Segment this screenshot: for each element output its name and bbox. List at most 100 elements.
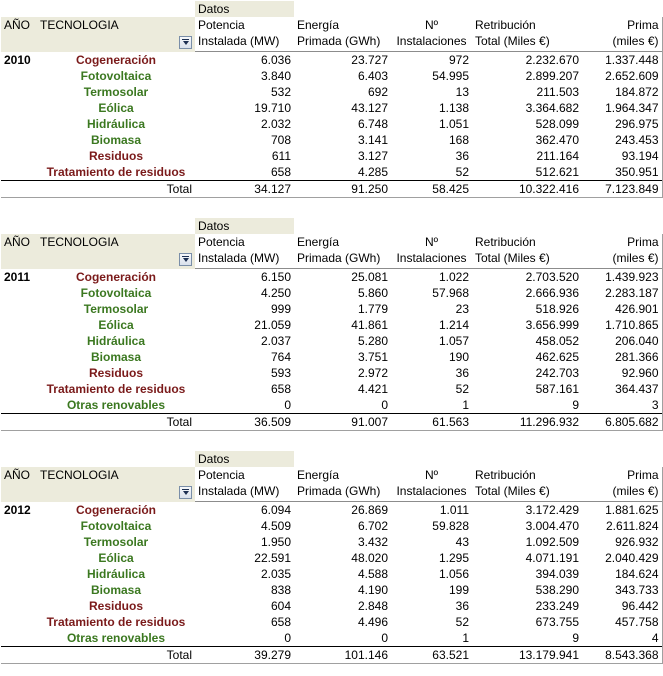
table-row: Fotovoltaica 4.250 5.860 57.968 2.666.936 2.2… [1, 285, 663, 301]
total-row: Total 34.127 91.250 58.425 10.322.416 7.123.8… [1, 180, 663, 198]
prima-cell: 96.442 [582, 598, 663, 614]
retribucion-cell: 3.172.429 [472, 501, 582, 518]
energia-header: Energía Primada (GWh) [294, 467, 391, 502]
instalaciones-cell: 59.828 [432, 519, 469, 533]
energia-cell: 6.748 [357, 117, 388, 131]
prima-cell: 926.932 [582, 534, 663, 550]
retribucion-cell: 362.470 [535, 133, 579, 147]
datos-field-button[interactable]: Datos [195, 451, 294, 467]
filter-bar-mark [182, 488, 189, 490]
potencia-header-line: Potencia [198, 468, 245, 482]
potencia-header-line: Instalada (MW) [198, 34, 280, 48]
tecnologia-cell: Otras renovables [66, 398, 166, 412]
table-row: Biomasa 708 3.141 168 362.470 243.453 [1, 132, 663, 148]
prima-cell: 1.881.625 [582, 501, 663, 518]
prima-cell: 1.439.923 [582, 268, 663, 285]
potencia-cell: 658 [270, 382, 291, 396]
prima-cell: 243.453 [582, 132, 663, 148]
instalaciones-cell: 52 [455, 615, 469, 629]
dropdown-filter-icon[interactable] [179, 252, 192, 266]
energia-cell: 41.861 [351, 318, 388, 332]
total-instalaciones-cell: 61.563 [391, 413, 472, 431]
prima-cell: 281.366 [582, 349, 663, 365]
prima-cell: 2.652.609 [582, 68, 663, 84]
retribucion-cell: 9 [572, 398, 579, 412]
prima-cell: 1.337.448 [582, 51, 663, 68]
potencia-cell: 19.710 [254, 101, 291, 115]
instalaciones-cell: 36 [455, 149, 469, 163]
chevron-down-icon [182, 41, 189, 45]
prima-cell: 1.710.865 [582, 317, 663, 333]
potencia-cell: 604 [270, 599, 291, 613]
potencia-cell: 6.150 [195, 268, 294, 285]
prima-header-line: Prima [627, 235, 659, 249]
table-row: Termosolar 999 1.779 23 518.926 426.901 [1, 301, 663, 317]
retribucion-header-line: Total (Miles €) [475, 484, 550, 498]
total-potencia-cell: 39.279 [195, 646, 294, 664]
prima-cell: 2.040.429 [582, 550, 663, 566]
pivot-grid: Datos AÑO TECNOLOGIA Potencia Instalada (MW)… [1, 451, 663, 664]
prima-cell: 350.951 [582, 164, 663, 181]
retribucion-cell: 211.503 [536, 85, 580, 99]
tecnologia-field-header[interactable]: TECNOLOGIA [37, 234, 195, 269]
total-prima-cell: 6.805.682 [582, 413, 663, 431]
retribucion-cell: 242.703 [535, 366, 579, 380]
instalaciones-header-line: Nº [424, 468, 439, 482]
prima-cell: 1.964.347 [582, 100, 663, 116]
dropdown-filter-icon[interactable] [179, 485, 192, 499]
tecnologia-field-header[interactable]: TECNOLOGIA [37, 17, 195, 52]
potencia-cell: 2.037 [260, 334, 291, 348]
energia-cell: 4.421 [357, 382, 388, 396]
tecnologia-cell: Hidráulica [86, 117, 146, 131]
tecnologia-cell: Fotovoltaica [80, 286, 152, 300]
instalaciones-header: Nº Instalaciones [391, 234, 472, 269]
ano-field-header[interactable]: AÑO [1, 234, 37, 269]
energia-cell: 0 [381, 631, 388, 645]
energia-cell: 0 [381, 398, 388, 412]
ano-field-header[interactable]: AÑO [1, 467, 37, 502]
table-row: Eólica 19.710 43.127 1.138 3.364.682 1.964.34… [1, 100, 663, 116]
table-row: Otras renovables 0 0 1 9 3 [1, 397, 663, 414]
instalaciones-cell: 1.011 [391, 501, 472, 518]
datos-field-button[interactable]: Datos [195, 1, 294, 17]
retribucion-cell: 673.755 [535, 615, 579, 629]
prima-header-line: (miles €) [612, 34, 659, 48]
energia-cell: 1.779 [357, 302, 388, 316]
total-label: Total [1, 180, 195, 198]
potencia-cell: 4.509 [260, 519, 291, 533]
energia-cell: 3.751 [357, 350, 388, 364]
retribucion-header: Retribución Total (Miles €) [472, 234, 582, 269]
dropdown-filter-icon[interactable] [179, 35, 192, 49]
retribucion-cell: 4.071.191 [525, 551, 579, 565]
datos-field-button[interactable]: Datos [195, 218, 294, 234]
instalaciones-cell: 1.022 [391, 268, 472, 285]
energia-header-line: Energía [297, 468, 340, 482]
potencia-cell: 1.950 [260, 535, 291, 549]
retribucion-cell: 2.666.936 [525, 286, 579, 300]
energia-cell: 5.860 [357, 286, 388, 300]
instalaciones-cell: 57.968 [432, 286, 469, 300]
total-potencia-cell: 36.509 [195, 413, 294, 431]
table-row: 2012 Cogeneración 6.094 26.869 1.011 3.172.42… [1, 501, 663, 518]
total-label: Total [1, 646, 195, 664]
energia-cell: 23.727 [294, 51, 391, 68]
retribucion-cell: 233.249 [535, 599, 579, 613]
tecnologia-field-header[interactable]: TECNOLOGIA [37, 467, 195, 502]
instalaciones-cell: 1.138 [438, 101, 469, 115]
instalaciones-header: Nº Instalaciones [391, 17, 472, 52]
energia-cell: 3.127 [357, 149, 388, 163]
retribucion-cell: 2.899.207 [525, 69, 579, 83]
energia-header-line: Energía [297, 235, 340, 249]
ano-field-header[interactable]: AÑO [1, 17, 37, 52]
prima-header-line: Prima [627, 18, 659, 32]
table-row: Hidráulica 2.032 6.748 1.051 528.099 296.975 [1, 116, 663, 132]
potencia-cell: 22.591 [254, 551, 291, 565]
prima-cell: 92.960 [582, 365, 663, 381]
tecnologia-cell: Eólica [98, 551, 134, 565]
tecnologia-cell: Fotovoltaica [80, 69, 152, 83]
instalaciones-header-line: Nº [424, 18, 439, 32]
potencia-cell: 838 [270, 583, 291, 597]
retribucion-header: Retribución Total (Miles €) [472, 17, 582, 52]
year-cell: 2010 [4, 52, 31, 67]
instalaciones-cell: 52 [455, 382, 469, 396]
